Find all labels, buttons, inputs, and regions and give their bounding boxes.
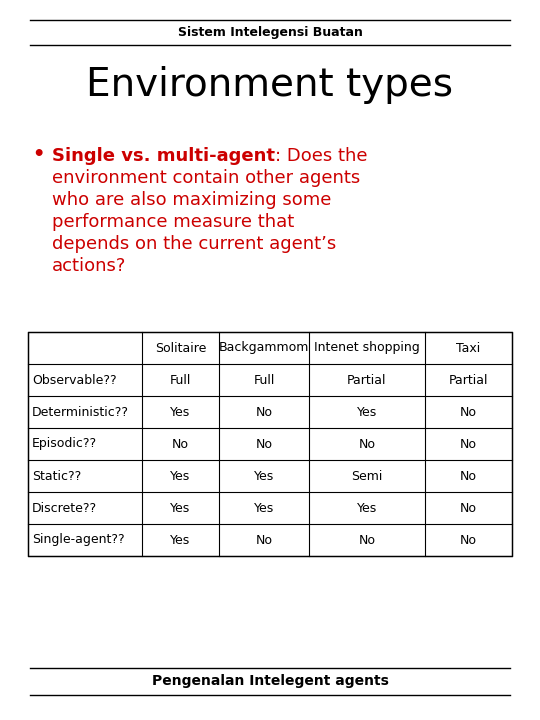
Text: Full: Full xyxy=(253,374,275,387)
Text: Single-agent??: Single-agent?? xyxy=(32,534,125,546)
Text: Backgammom: Backgammom xyxy=(219,341,309,354)
Text: •: • xyxy=(32,145,44,164)
Text: Environment types: Environment types xyxy=(86,66,454,104)
Text: Partial: Partial xyxy=(449,374,488,387)
Text: No: No xyxy=(460,438,477,451)
Text: No: No xyxy=(460,469,477,482)
Text: Partial: Partial xyxy=(347,374,387,387)
Text: Sistem Intelegensi Buatan: Sistem Intelegensi Buatan xyxy=(178,26,362,39)
Text: Static??: Static?? xyxy=(32,469,81,482)
Text: Taxi: Taxi xyxy=(456,341,481,354)
Text: Yes: Yes xyxy=(170,502,191,515)
Text: depends on the current agent’s: depends on the current agent’s xyxy=(52,235,336,253)
Text: Solitaire: Solitaire xyxy=(155,341,206,354)
Text: No: No xyxy=(255,438,273,451)
Text: environment contain other agents: environment contain other agents xyxy=(52,169,360,187)
Text: who are also maximizing some: who are also maximizing some xyxy=(52,191,332,209)
Text: Yes: Yes xyxy=(254,502,274,515)
Text: Deterministic??: Deterministic?? xyxy=(32,405,129,418)
Text: Single vs. multi-agent: Single vs. multi-agent xyxy=(52,147,275,165)
Bar xyxy=(28,332,512,556)
Text: performance measure that: performance measure that xyxy=(52,213,294,231)
Text: No: No xyxy=(359,438,375,451)
Text: Yes: Yes xyxy=(254,469,274,482)
Text: : Does the: : Does the xyxy=(275,147,368,165)
Text: No: No xyxy=(255,405,273,418)
Text: Yes: Yes xyxy=(357,502,377,515)
Text: Yes: Yes xyxy=(170,405,191,418)
Text: Semi: Semi xyxy=(351,469,382,482)
Text: Full: Full xyxy=(170,374,191,387)
Text: Intenet shopping: Intenet shopping xyxy=(314,341,420,354)
Text: Observable??: Observable?? xyxy=(32,374,117,387)
Text: Pengenalan Intelegent agents: Pengenalan Intelegent agents xyxy=(152,675,388,688)
Text: actions?: actions? xyxy=(52,257,126,275)
Text: No: No xyxy=(255,534,273,546)
Text: Yes: Yes xyxy=(170,469,191,482)
Text: Episodic??: Episodic?? xyxy=(32,438,97,451)
Text: Yes: Yes xyxy=(170,534,191,546)
Text: No: No xyxy=(172,438,189,451)
Text: Discrete??: Discrete?? xyxy=(32,502,97,515)
Text: No: No xyxy=(359,534,375,546)
Text: No: No xyxy=(460,534,477,546)
Text: No: No xyxy=(460,405,477,418)
Text: Yes: Yes xyxy=(357,405,377,418)
Text: No: No xyxy=(460,502,477,515)
